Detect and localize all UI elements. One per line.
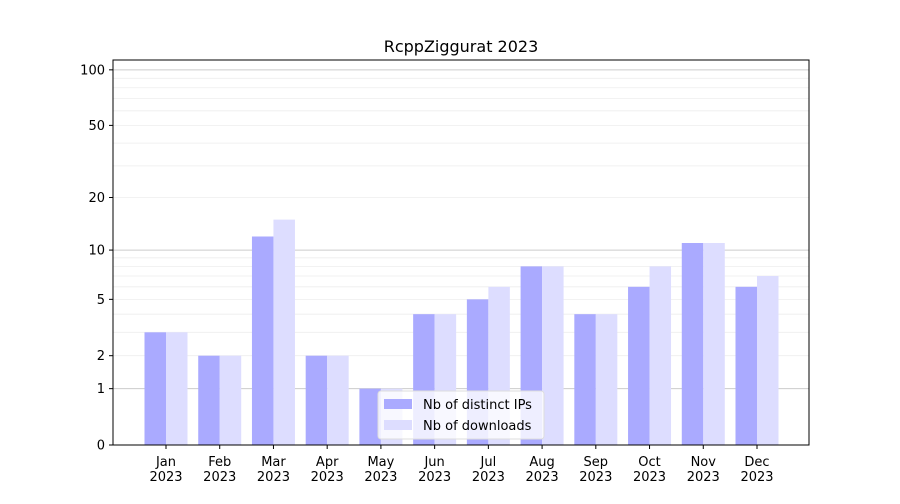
bar-distinct-ips [198, 355, 220, 445]
bar-downloads [166, 332, 188, 445]
x-tick-label: Jan 2023 [149, 455, 182, 485]
bar-downloads [757, 275, 779, 445]
y-tick-label: 50 [88, 119, 105, 134]
y-tick-label: 20 [88, 191, 105, 206]
legend: Nb of distinct IPs Nb of downloads [377, 390, 545, 440]
legend-box [377, 390, 545, 440]
x-axis: Jan 2023 Feb 2023 Mar 2023 Apr 2023 May 2023 Jun 20… [149, 445, 774, 485]
bar-distinct-ips [628, 286, 650, 445]
y-tick-label: 10 [88, 244, 105, 259]
legend-swatch [384, 399, 412, 409]
y-tick-label: 100 [80, 63, 105, 78]
bar-distinct-ips [251, 236, 274, 445]
x-tick-label: Jul 2023 [472, 455, 505, 485]
chart-title: RcppZiggurat 2023 [384, 37, 539, 56]
y-tick-label: 2 [97, 349, 105, 364]
bar-downloads [703, 243, 725, 445]
bar-distinct-ips [359, 388, 381, 445]
x-tick-label: Oct 2023 [633, 455, 666, 485]
x-tick-label: Jun 2023 [418, 455, 451, 485]
bar-downloads [649, 266, 672, 445]
bar-downloads [327, 355, 349, 445]
bar-distinct-ips [305, 355, 328, 445]
x-tick-label: May 2023 [364, 455, 397, 485]
legend-label: Nb of distinct IPs [423, 398, 532, 413]
bar-downloads [273, 219, 295, 445]
bars [144, 219, 779, 445]
bar-distinct-ips [681, 243, 704, 445]
y-tick-label: 1 [97, 382, 105, 397]
bar-downloads [542, 266, 564, 445]
bar-distinct-ips [144, 332, 166, 445]
x-tick-label: Dec 2023 [740, 455, 773, 485]
x-tick-label: Apr 2023 [311, 455, 344, 485]
bar-distinct-ips [735, 286, 757, 445]
y-axis: 0 1 2 5 10 20 50 100 [80, 63, 113, 454]
y-tick-label: 0 [97, 439, 105, 454]
x-tick-label: Feb 2023 [203, 455, 236, 485]
bar-distinct-ips [574, 314, 596, 445]
axes-frame [112, 59, 810, 446]
x-tick-label: Mar 2023 [257, 455, 290, 485]
bar-downloads [595, 314, 618, 445]
y-tick-label: 5 [97, 293, 105, 308]
x-tick-label: Sep 2023 [579, 455, 612, 485]
legend-label: Nb of downloads [423, 419, 532, 434]
legend-swatch [384, 420, 412, 430]
x-tick-label: Nov 2023 [687, 455, 720, 485]
x-tick-label: Aug 2023 [526, 455, 559, 485]
bar-downloads [219, 355, 242, 445]
